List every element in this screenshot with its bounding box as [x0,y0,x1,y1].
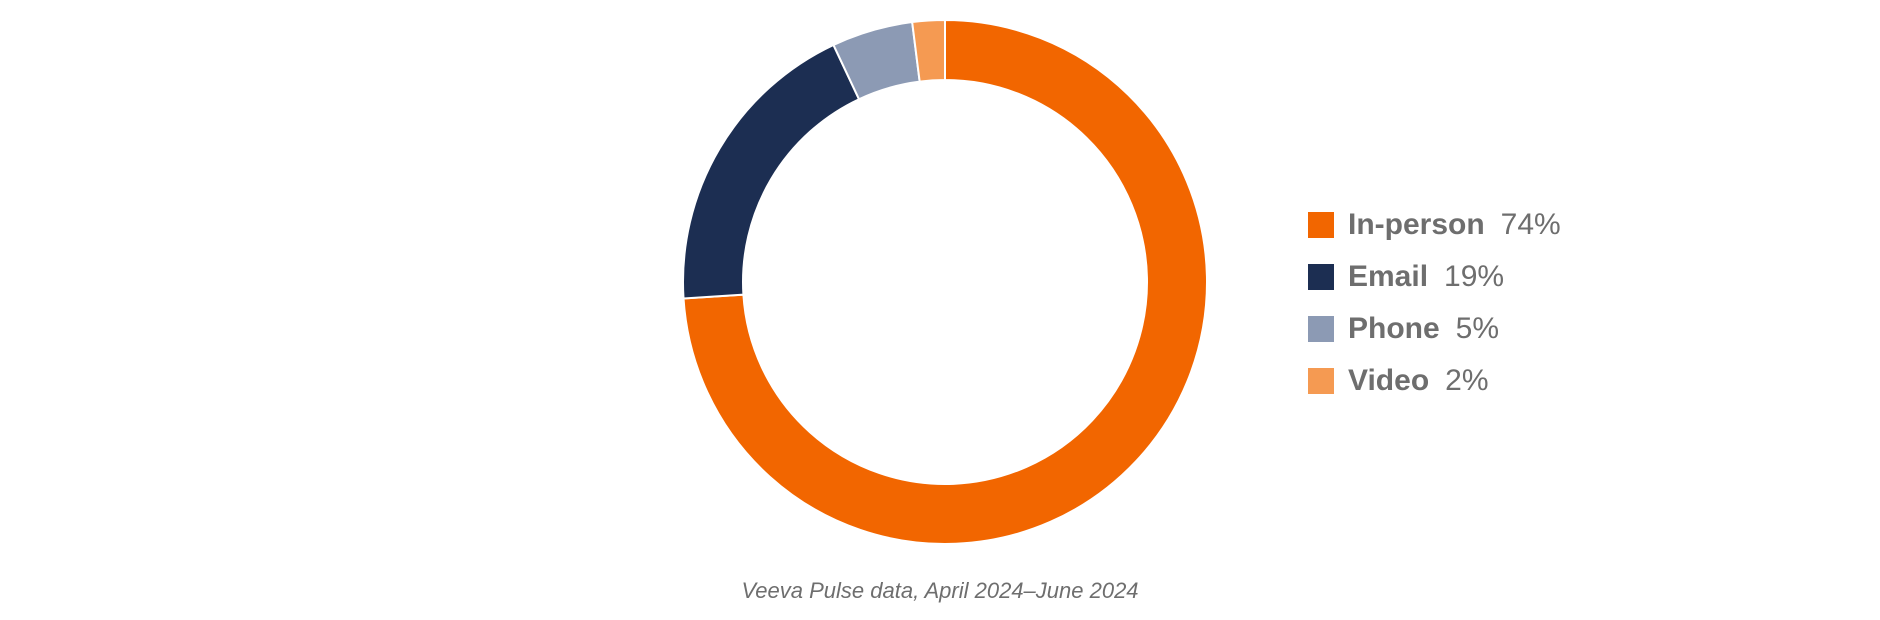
donut-slice-in-person [682,18,1208,545]
legend-value-email: 19% [1444,260,1505,293]
source-note: Veeva Pulse data, April 2024–June 2024 [741,578,1139,603]
legend-swatch-in-person [1308,212,1334,238]
chart-legend: In-person 74% Email 19% Phone 5% Video 2… [1308,208,1561,397]
legend-swatch-video [1308,368,1334,394]
legend-label-phone: Phone [1348,312,1440,345]
legend-swatch-phone [1308,316,1334,342]
legend-swatch-email [1308,264,1334,290]
donut-slice-email [682,43,861,300]
donut-slice-video [911,18,946,83]
legend-value-phone: 5% [1455,312,1500,345]
legend-item-phone: Phone 5% [1308,312,1561,345]
legend-label-email: Email [1348,260,1429,293]
legend-value-in-person: 74% [1500,208,1561,241]
legend-item-email: Email 19% [1308,260,1561,293]
legend-value-video: 2% [1445,364,1489,397]
legend-item-in-person: In-person 74% [1308,208,1561,241]
legend-item-video: Video 2% [1308,364,1561,397]
legend-label-video: Video [1348,364,1430,397]
legend-label-in-person: In-person [1348,208,1485,241]
